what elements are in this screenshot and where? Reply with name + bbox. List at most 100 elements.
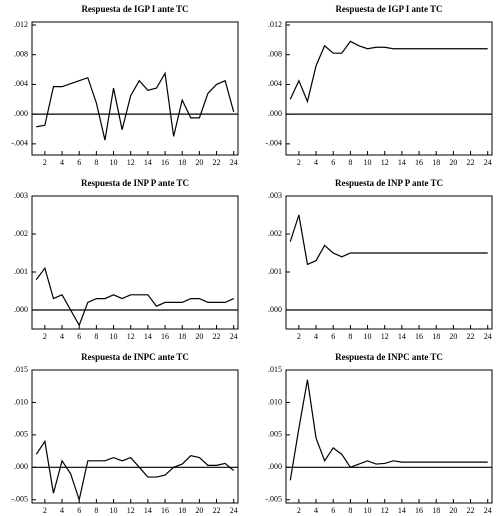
y-tick-label: -.005: [265, 495, 282, 504]
y-tick-label: .008: [14, 50, 28, 59]
panel: Respuesta de INP P ante TC .003 .002 .001 .0…: [14, 178, 239, 341]
x-tick-label: 2: [297, 158, 301, 167]
x-tick-label: 16: [415, 506, 423, 515]
x-tick-label: 22: [467, 332, 475, 341]
y-tick-label: .000: [268, 109, 282, 118]
x-tick-label: 16: [415, 332, 423, 341]
line: [289, 214, 488, 266]
x-tick-label: 20: [195, 332, 203, 341]
x-tick-label: 18: [178, 332, 186, 341]
y-tick-label: .012: [268, 20, 282, 29]
x-tick-label: 20: [449, 506, 457, 515]
x-tick-label: 24: [230, 506, 238, 515]
x-tick-label: 14: [144, 506, 152, 515]
y-tick-label: -.004: [265, 139, 282, 148]
x-tick-label: 18: [432, 158, 440, 167]
x-tick-label: 2: [43, 332, 47, 341]
x-tick-label: 8: [348, 506, 352, 515]
x-tick-label: 8: [348, 158, 352, 167]
x-tick-label: 4: [60, 506, 64, 515]
plot-frame: [31, 195, 239, 330]
chart-title: Respuesta de INPC ante TC: [335, 352, 443, 362]
x-tick-label: 12: [381, 158, 389, 167]
x-tick-label: 20: [449, 158, 457, 167]
y-tick-label: .003: [268, 191, 282, 200]
x-tick-label: 2: [43, 506, 47, 515]
x-tick-label: 20: [449, 332, 457, 341]
y-tick-label: .010: [268, 397, 282, 406]
panel: Respuesta de INP P ante TC .003 .002 .001 .0…: [268, 178, 493, 341]
x-tick-label: 16: [161, 332, 169, 341]
x-tick-label: 4: [60, 158, 64, 167]
x-tick-label: 8: [348, 332, 352, 341]
y-tick-label: .000: [14, 305, 28, 314]
x-tick-label: 10: [110, 158, 118, 167]
x-tick-label: 10: [110, 332, 118, 341]
x-tick-label: 10: [364, 158, 372, 167]
chart-title: Respuesta de IGP I ante TC: [81, 4, 188, 14]
y-tick-label: .000: [268, 305, 282, 314]
y-tick-label: .015: [14, 365, 28, 374]
x-tick-label: 22: [213, 506, 221, 515]
x-tick-label: 24: [230, 332, 238, 341]
x-tick-label: 2: [43, 158, 47, 167]
x-tick-label: 22: [467, 506, 475, 515]
chart-title: Respuesta de INP P ante TC: [335, 178, 443, 188]
x-tick-label: 22: [213, 158, 221, 167]
x-tick-label: 4: [314, 158, 318, 167]
y-tick-label: .005: [14, 430, 28, 439]
panel: Respuesta de INPC ante TC .015 .010 .005 .00…: [265, 352, 493, 515]
x-tick-label: 12: [127, 506, 135, 515]
y-tick-label: .008: [268, 50, 282, 59]
x-tick-label: 8: [94, 506, 98, 515]
x-tick-label: 18: [432, 506, 440, 515]
x-tick-label: 14: [144, 158, 152, 167]
x-tick-label: 10: [364, 332, 372, 341]
x-tick-label: 4: [314, 332, 318, 341]
x-tick-label: 10: [364, 506, 372, 515]
y-tick-label: .000: [14, 462, 28, 471]
panel: Respuesta de INPC ante TC .015 .010 .005 .00…: [11, 352, 239, 515]
chart-title: Respuesta de INPC ante TC: [81, 352, 189, 362]
line: [289, 379, 488, 481]
x-tick-label: 24: [484, 332, 492, 341]
panel: Respuesta de IGP I ante TC .012 .008 .004 .0…: [265, 4, 493, 167]
x-tick-label: 6: [77, 158, 81, 167]
x-tick-label: 22: [467, 158, 475, 167]
y-tick-label: .004: [14, 79, 28, 88]
x-tick-label: 10: [110, 506, 118, 515]
x-tick-label: 14: [398, 158, 406, 167]
y-tick-label: .000: [14, 109, 28, 118]
x-tick-label: 16: [161, 158, 169, 167]
x-tick-label: 24: [484, 506, 492, 515]
plot-frame: [31, 21, 239, 156]
x-tick-label: 14: [398, 506, 406, 515]
y-tick-label: .004: [268, 79, 282, 88]
x-tick-label: 24: [230, 158, 238, 167]
y-tick-label: .015: [268, 365, 282, 374]
x-tick-label: 6: [331, 158, 335, 167]
x-tick-label: 12: [127, 332, 135, 341]
x-tick-label: 18: [178, 506, 186, 515]
x-tick-label: 6: [331, 506, 335, 515]
y-tick-label: -.005: [11, 495, 28, 504]
x-tick-label: 4: [60, 332, 64, 341]
x-tick-label: 12: [381, 506, 389, 515]
x-tick-label: 8: [94, 158, 98, 167]
x-tick-label: 16: [415, 158, 423, 167]
y-tick-label: .000: [268, 462, 282, 471]
y-tick-label: -.004: [11, 139, 28, 148]
y-tick-label: .002: [268, 229, 282, 238]
x-tick-label: 14: [144, 332, 152, 341]
panel: Respuesta de IGP I ante TC .012 .008 .004 .0…: [11, 4, 239, 167]
x-tick-label: 20: [195, 506, 203, 515]
x-tick-label: 20: [195, 158, 203, 167]
x-tick-label: 12: [127, 158, 135, 167]
x-tick-label: 8: [94, 332, 98, 341]
y-tick-label: .005: [268, 430, 282, 439]
chart-title: Respuesta de INP P ante TC: [81, 178, 189, 188]
x-tick-label: 18: [432, 332, 440, 341]
x-tick-label: 24: [484, 158, 492, 167]
x-tick-label: 6: [331, 332, 335, 341]
